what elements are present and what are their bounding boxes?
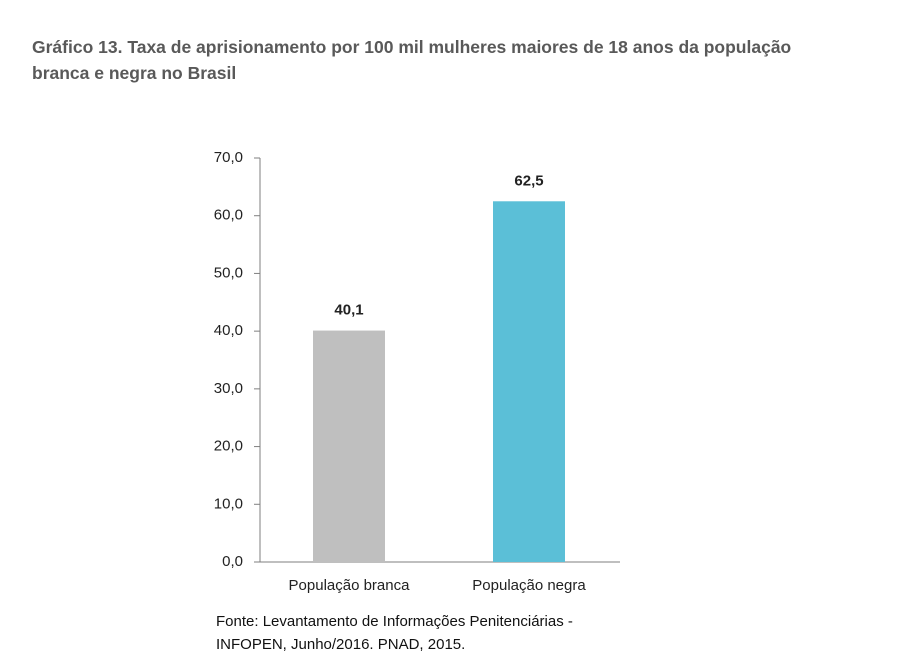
- y-tick-label: 30,0: [214, 380, 243, 397]
- value-label: 62,5: [514, 172, 543, 189]
- x-tick-label: População negra: [472, 577, 586, 594]
- y-tick-label: 50,0: [214, 264, 243, 281]
- y-tick-label: 40,0: [214, 322, 243, 339]
- chart-title: Gráfico 13. Taxa de aprisionamento por 1…: [32, 37, 792, 83]
- value-label: 40,1: [334, 302, 363, 319]
- y-tick-label: 60,0: [214, 207, 243, 224]
- chart: 0,0 10,0 20,0 30,0 40,0 50,0 60,0 70,0 População…: [214, 149, 620, 594]
- y-tick-label: 0,0: [222, 553, 243, 570]
- source-note: Fonte: Levantamento de Informações Penit…: [216, 613, 573, 653]
- y-tick-label: 20,0: [214, 438, 243, 455]
- bar: [313, 330, 385, 562]
- x-tick-label: População branca: [289, 577, 411, 594]
- y-tick-label: 10,0: [214, 495, 243, 512]
- y-tick-label: 70,0: [214, 149, 243, 166]
- bar: [493, 201, 565, 563]
